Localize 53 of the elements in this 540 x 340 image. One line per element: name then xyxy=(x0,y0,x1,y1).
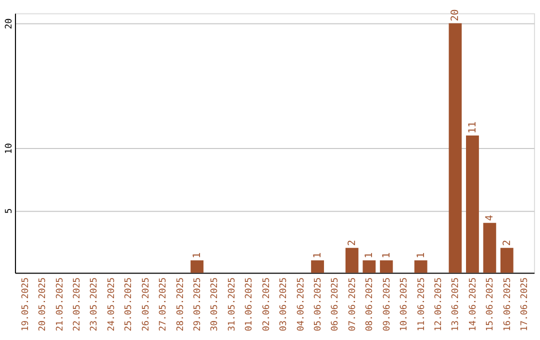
x-tick-label: 06.06.2025 xyxy=(330,277,341,332)
x-tick-label: 17.06.2025 xyxy=(520,277,530,332)
x-tick-label: 27.05.2025 xyxy=(158,277,169,332)
bar xyxy=(380,260,393,273)
x-tick-label: 29.05.2025 xyxy=(193,277,204,332)
data-label: 2 xyxy=(502,240,513,246)
x-tick-label: 24.05.2025 xyxy=(106,277,117,332)
bar xyxy=(466,136,479,273)
bar xyxy=(346,248,358,273)
x-tick-label: 12.06.2025 xyxy=(434,277,444,332)
data-label: 1 xyxy=(312,252,324,258)
x-tick-label: 05.06.2025 xyxy=(314,277,324,332)
x-tick-label: 10.06.2025 xyxy=(400,277,410,332)
x-tick-label: 23.05.2025 xyxy=(90,277,100,332)
x-tick-label: 30.05.2025 xyxy=(210,277,220,332)
data-label: 20 xyxy=(450,9,462,22)
x-tick-label: 07.06.2025 xyxy=(348,277,358,332)
data-label: 2 xyxy=(346,240,358,246)
bar xyxy=(311,260,324,273)
x-tick-label: 03.06.2025 xyxy=(279,277,290,332)
data-label: 1 xyxy=(364,252,376,258)
data-label: 11 xyxy=(467,122,478,134)
x-tick-label: 19.05.2025 xyxy=(20,277,31,332)
bar xyxy=(500,248,514,273)
y-tick-label: 5 xyxy=(4,208,14,214)
data-label: 4 xyxy=(484,214,496,221)
x-tick-label: 13.06.2025 xyxy=(451,277,462,332)
bar xyxy=(190,260,204,273)
bar xyxy=(414,260,428,273)
x-tick-label: 20.05.2025 xyxy=(38,277,48,332)
bar xyxy=(362,260,376,273)
x-tick-label: 02.06.2025 xyxy=(262,277,272,332)
x-tick-label: 21.05.2025 xyxy=(55,277,66,332)
x-tick-label: 15.06.2025 xyxy=(486,277,496,332)
x-tick-label: 22.05.2025 xyxy=(72,277,83,332)
x-tick-label: 16.06.2025 xyxy=(502,277,513,332)
x-tick-label: 04.06.2025 xyxy=(296,277,306,332)
x-tick-label: 31.05.2025 xyxy=(227,277,238,332)
data-label: 1 xyxy=(381,252,392,258)
bar xyxy=(483,222,496,273)
data-label: 1 xyxy=(192,252,204,258)
data-label: 1 xyxy=(416,252,427,258)
y-tick-label: 10 xyxy=(4,143,14,154)
x-tick-label: 25.05.2025 xyxy=(124,277,134,332)
x-tick-label: 14.06.2025 xyxy=(468,277,478,332)
x-tick-label: 09.06.2025 xyxy=(382,277,392,332)
bar xyxy=(448,23,462,273)
x-tick-label: 28.05.2025 xyxy=(176,277,186,332)
x-tick-label: 26.05.2025 xyxy=(141,277,152,332)
x-tick-label: 11.06.2025 xyxy=(416,277,427,332)
y-tick-label: 20 xyxy=(4,18,14,30)
x-tick-label: 08.06.2025 xyxy=(365,277,376,332)
x-tick-label: 01.06.2025 xyxy=(244,277,255,332)
